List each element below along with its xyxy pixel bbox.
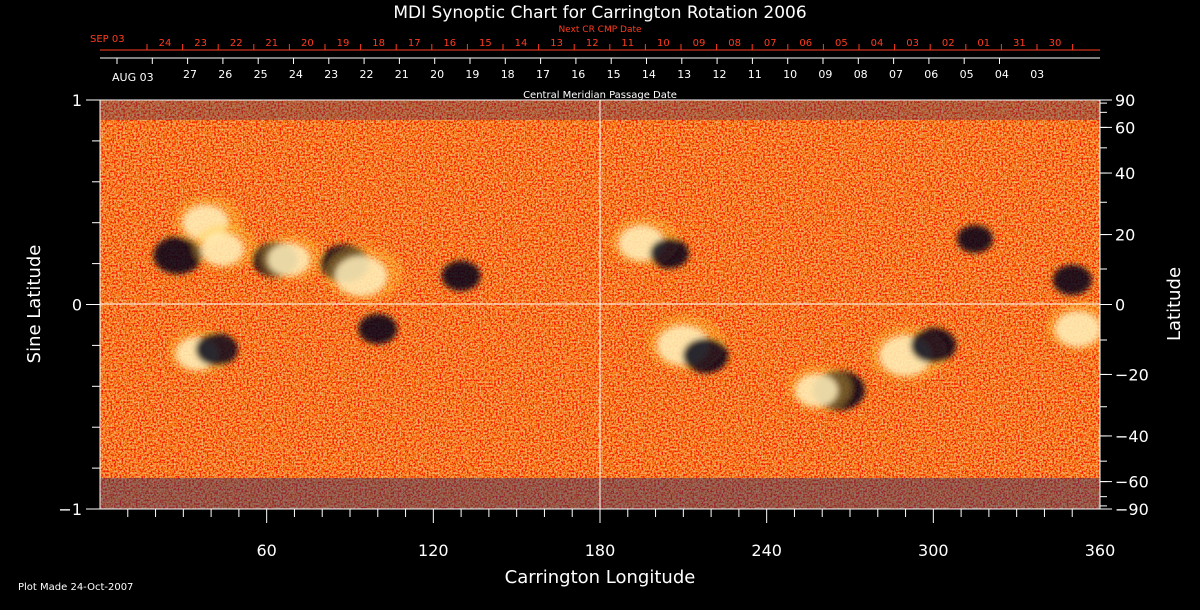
plot-made-footer: Plot Made 24-Oct-2007 bbox=[18, 582, 133, 593]
x-tick-label: 360 bbox=[1085, 541, 1116, 560]
next-cr-date-label: 24 bbox=[159, 38, 172, 49]
next-cr-date-label: 17 bbox=[408, 38, 421, 49]
cmp-date-label: 15 bbox=[607, 68, 621, 81]
x-tick-label: 120 bbox=[418, 541, 449, 560]
cmp-date-label: 19 bbox=[465, 68, 479, 81]
cmp-date-label: 23 bbox=[324, 68, 338, 81]
cmp-date-label: 03 bbox=[1030, 68, 1044, 81]
lat-tick-label: −90 bbox=[1115, 500, 1149, 519]
cmp-date-label: 11 bbox=[748, 68, 762, 81]
lat-tick-label: 90 bbox=[1115, 91, 1135, 110]
next-cr-date-label: 01 bbox=[977, 38, 990, 49]
lat-tick-label: −60 bbox=[1115, 473, 1149, 492]
next-cr-date-label: 09 bbox=[693, 38, 706, 49]
negative-polarity-region bbox=[358, 313, 398, 345]
y-tick-label: −1 bbox=[58, 500, 82, 519]
next-cr-date-label: 04 bbox=[871, 38, 884, 49]
negative-polarity-region bbox=[195, 333, 238, 366]
region-halo bbox=[1046, 302, 1100, 352]
cmp-date-label: 13 bbox=[677, 68, 691, 81]
negative-polarity-region bbox=[682, 338, 729, 374]
lat-tick-label: 0 bbox=[1115, 296, 1125, 315]
next-cr-date-label: 30 bbox=[1049, 38, 1062, 49]
cmp-date-label: 06 bbox=[924, 68, 938, 81]
cmp-date-label: 04 bbox=[995, 68, 1009, 81]
cmp-date-label: 09 bbox=[818, 68, 832, 81]
cmp-date-label: 12 bbox=[713, 68, 727, 81]
next-cr-date-label: 16 bbox=[443, 38, 456, 49]
negative-polarity-region bbox=[441, 260, 481, 292]
cmp-date-label: 25 bbox=[254, 68, 268, 81]
cmp-date-label: 21 bbox=[395, 68, 409, 81]
lat-tick-label: 20 bbox=[1115, 226, 1135, 245]
cmp-date-label: 18 bbox=[501, 68, 515, 81]
next-cr-date-label: 07 bbox=[764, 38, 777, 49]
x-axis: 60 120 180 240 300 360 bbox=[127, 509, 1116, 560]
lat-tick-label: 60 bbox=[1115, 118, 1135, 137]
latitude-axis: 90 60 40 20 0 −20 −40 −60 −90 bbox=[1100, 91, 1149, 519]
cmp-date-label: 17 bbox=[536, 68, 550, 81]
cmp-axis-label: Central Meridian Passage Date bbox=[523, 90, 677, 101]
next-cr-date-label: 21 bbox=[265, 38, 278, 49]
next-cr-date-label: 22 bbox=[230, 38, 243, 49]
cmp-first-date-label: AUG 03 bbox=[112, 71, 154, 84]
cmp-date-label: 24 bbox=[289, 68, 303, 81]
grid bbox=[100, 100, 1100, 509]
x-tick-label: 240 bbox=[751, 541, 782, 560]
cmp-date-label: 16 bbox=[571, 68, 585, 81]
cmp-date-label: 27 bbox=[183, 68, 197, 81]
lat-tick-label: −20 bbox=[1115, 365, 1149, 384]
cmp-date-label: 26 bbox=[218, 68, 232, 81]
cmp-date-label: 08 bbox=[854, 68, 868, 81]
y-tick-label: 1 bbox=[72, 91, 82, 110]
latitude-axis-label: Latitude bbox=[1164, 267, 1185, 341]
region-halo bbox=[193, 224, 258, 271]
next-cr-date-label: 18 bbox=[372, 38, 385, 49]
next-cr-date-label: 06 bbox=[799, 38, 812, 49]
lat-tick-label: −40 bbox=[1115, 427, 1149, 446]
cmp-date-label: 07 bbox=[889, 68, 903, 81]
y-axis-label: Sine Latitude bbox=[24, 245, 45, 364]
negative-polarity-region bbox=[153, 236, 203, 275]
negative-polarity-region bbox=[910, 327, 957, 363]
region-halo bbox=[260, 234, 324, 281]
next-cr-label: Next CR CMP Date bbox=[558, 25, 642, 35]
next-cr-date-label: 12 bbox=[586, 38, 599, 49]
next-cr-date-label: 23 bbox=[194, 38, 207, 49]
x-tick-label: 180 bbox=[585, 541, 616, 560]
next-cr-date-label: 11 bbox=[621, 38, 634, 49]
negative-polarity-region bbox=[649, 238, 690, 269]
next-cr-date-label: 19 bbox=[337, 38, 350, 49]
x-axis-label: Carrington Longitude bbox=[505, 567, 696, 588]
y-tick-label: 0 bbox=[72, 296, 82, 315]
next-cr-first-date-label: SEP 03 bbox=[90, 34, 125, 45]
next-cr-date-label: 14 bbox=[515, 38, 528, 49]
cmp-date-label: 14 bbox=[642, 68, 656, 81]
next-cr-date-label: 03 bbox=[906, 38, 919, 49]
x-tick-label: 300 bbox=[918, 541, 949, 560]
next-cr-scale: Next CR CMP Date SEP 03 24 23 22 21 20 19 18 17 1… bbox=[90, 25, 1100, 51]
y-axis: −1 0 1 bbox=[58, 91, 100, 519]
cmp-date-label: 10 bbox=[783, 68, 797, 81]
next-cr-date-label: 31 bbox=[1013, 38, 1026, 49]
next-cr-date-label: 08 bbox=[728, 38, 741, 49]
cmp-date-label: 05 bbox=[960, 68, 974, 81]
cmp-date-label: 22 bbox=[360, 68, 374, 81]
next-cr-date-label: 13 bbox=[550, 38, 563, 49]
negative-polarity-region bbox=[957, 225, 993, 254]
cmp-date-label: 20 bbox=[430, 68, 444, 81]
next-cr-date-label: 15 bbox=[479, 38, 492, 49]
next-cr-date-label: 05 bbox=[835, 38, 848, 49]
chart-title: MDI Synoptic Chart for Carrington Rotati… bbox=[393, 3, 806, 23]
next-cr-date-label: 20 bbox=[301, 38, 314, 49]
next-cr-date-label: 02 bbox=[942, 38, 955, 49]
negative-polarity-region bbox=[1052, 264, 1092, 296]
next-cr-date-label: 10 bbox=[657, 38, 670, 49]
x-tick-label: 60 bbox=[256, 541, 276, 560]
region-halo bbox=[787, 365, 852, 412]
cmp-date-scale: AUG 03 27 26 25 24 23 22 21 20 19 18 17 16 15 14 13 12 11… bbox=[100, 57, 1100, 101]
region-halo bbox=[325, 245, 404, 302]
lat-tick-label: 40 bbox=[1115, 164, 1135, 183]
